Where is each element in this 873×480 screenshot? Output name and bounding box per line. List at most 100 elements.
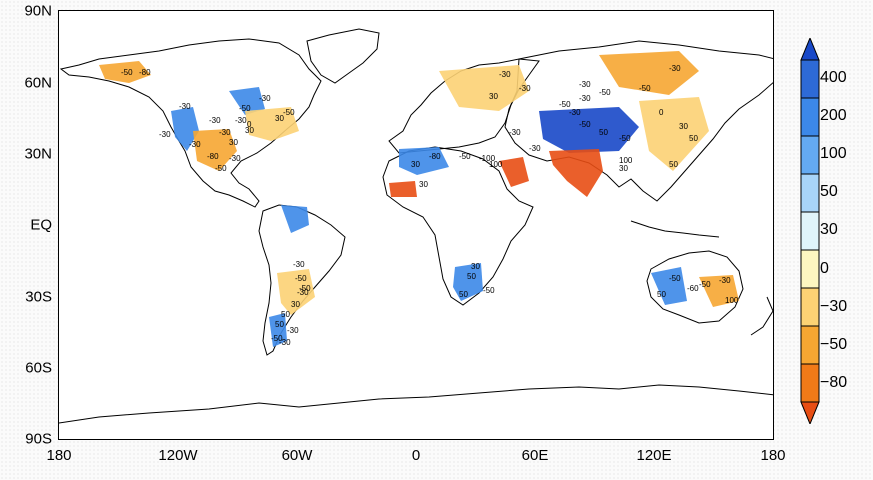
contour-label-eurasia: -30 xyxy=(529,144,541,153)
contour-label-eurasia: 50 xyxy=(599,128,608,137)
lat-label-60s: 60S xyxy=(25,359,52,377)
africa-west-negative xyxy=(389,181,417,197)
contour-label-eurasia: 30 xyxy=(619,164,628,173)
contour-label-eurasia: 30 xyxy=(679,122,688,131)
contour-label-south-america: -50 xyxy=(295,274,307,283)
contour-label-south-america: -30 xyxy=(279,338,291,347)
colorbar-label-50: 50 xyxy=(820,183,838,200)
contour-label-north-america: -80 xyxy=(207,152,219,161)
contour-label-north-america: -30 xyxy=(235,116,247,125)
colorbar-top-arrow xyxy=(800,38,820,61)
australia-east-negative xyxy=(699,275,739,307)
contour-label-africa: 50 xyxy=(459,290,468,299)
contour-label-north-america: 30 xyxy=(229,138,238,147)
contour-label-north-america: -50 xyxy=(283,108,295,117)
contour-label-north-america: -80 xyxy=(139,68,151,77)
contour-label-north-america: -30 xyxy=(259,94,271,103)
contour-label-north-america: -30 xyxy=(209,116,221,125)
contour-label-eurasia: -50 xyxy=(579,120,591,129)
antarctica-coastline xyxy=(59,384,773,424)
contour-label-eurasia: -50 xyxy=(619,134,631,143)
lon-label-120w: 120W xyxy=(158,447,198,464)
contour-label-australia: 100 xyxy=(725,296,739,305)
europe-coastline xyxy=(388,58,540,154)
contour-label-eurasia: -50 xyxy=(559,100,571,109)
na-west-positive xyxy=(171,107,199,151)
contour-label-eurasia: 0 xyxy=(659,108,664,117)
na-alaska-negative xyxy=(99,61,151,83)
colorbar-label-200: 200 xyxy=(820,107,847,124)
colorbar-frame xyxy=(800,59,820,403)
greenland-coastline xyxy=(306,28,380,84)
australia-west-positive xyxy=(651,267,687,305)
colorbar-label-30: 30 xyxy=(820,221,838,238)
contour-label-north-america: -50 xyxy=(239,104,251,113)
contour-label-africa: 30 xyxy=(471,262,480,271)
colorbar-segment xyxy=(800,211,820,251)
contour-label-africa: 30 xyxy=(419,180,428,189)
lon-label-60e: 60E xyxy=(521,447,549,464)
contour-label-north-america: -50 xyxy=(121,68,133,77)
contour-label-africa: 100 xyxy=(489,160,503,169)
sa-north-positive xyxy=(281,205,309,233)
colorbar xyxy=(800,38,820,424)
colorbar-segment xyxy=(800,249,820,289)
colorbar-label-neg50: −50 xyxy=(820,336,848,353)
lon-label-120e: 120E xyxy=(636,447,672,464)
contour-label-north-america: 0 xyxy=(247,120,252,129)
contour-label-eurasia: -30 xyxy=(569,108,581,117)
contour-label-eurasia: -30 xyxy=(499,70,511,79)
contour-label-south-america: 30 xyxy=(291,300,300,309)
na-southwest-negative xyxy=(193,129,237,171)
contour-label-north-america: -30 xyxy=(219,128,231,137)
contour-label-eurasia: 100 xyxy=(619,156,633,165)
contour-label-north-america: -30 xyxy=(179,102,191,111)
na-canada-positive xyxy=(229,87,265,115)
lat-label-30n: 30N xyxy=(24,145,52,163)
lat-label-90s: 90S xyxy=(25,430,52,448)
colorbar-segment xyxy=(800,135,820,175)
contour-label-north-america: -30 xyxy=(159,130,171,139)
contour-label-australia: -50 xyxy=(669,274,681,283)
colorbar-label-neg80: −80 xyxy=(820,374,848,391)
contour-label-australia: -30 xyxy=(719,276,731,285)
arabia-negative xyxy=(499,157,529,187)
contour-label-eurasia: 30 xyxy=(489,92,498,101)
contour-label-south-america: -30 xyxy=(287,326,299,335)
contour-label-africa: 30 xyxy=(411,160,420,169)
colorbar-segment xyxy=(800,363,820,403)
contour-label-australia: -50 xyxy=(699,280,711,289)
south-america-coastline xyxy=(258,204,346,356)
contour-label-eurasia: -30 xyxy=(579,94,591,103)
contour-label-eurasia: -30 xyxy=(579,80,591,89)
contour-label-north-america: 30 xyxy=(245,126,254,135)
contour-label-eurasia: -30 xyxy=(509,128,521,137)
sa-south-positive xyxy=(269,313,287,347)
new-zealand-coastline xyxy=(750,296,773,336)
colorbar-segment xyxy=(800,325,820,365)
lat-label-60n: 60N xyxy=(24,74,52,92)
indonesia-coastline xyxy=(630,220,720,238)
contour-label-south-america: -30 xyxy=(297,288,309,297)
contour-label-south-america: -50 xyxy=(271,334,283,343)
east-asia-light xyxy=(639,97,709,171)
lon-label-180e: 180 xyxy=(760,447,786,464)
contour-label-south-america: -50 xyxy=(299,284,311,293)
colorbar-label-neg30: −30 xyxy=(820,298,848,315)
contour-label-eurasia: 50 xyxy=(689,134,698,143)
map-panel: -80 -50 -30 -30 -50 -30 -30 -80 -50 30 30 -30 30 0 -50… xyxy=(58,10,774,440)
contour-label-eurasia: 50 xyxy=(669,160,678,169)
contour-label-north-america: -50 xyxy=(215,164,227,173)
india-negative xyxy=(549,149,603,197)
europe-light-negative xyxy=(439,65,529,111)
africa-coastline xyxy=(382,146,534,306)
lon-label-180w: 180 xyxy=(46,447,72,464)
shaded-anomaly-regions xyxy=(99,51,739,347)
colorbar-label-100: 100 xyxy=(820,145,847,162)
lon-label-60w: 60W xyxy=(281,447,313,464)
colorbar-segment xyxy=(800,287,820,327)
na-east-light xyxy=(245,107,299,141)
asia-coastline xyxy=(504,40,773,202)
lat-label-30s: 30S xyxy=(25,288,52,306)
contour-label-south-america: 50 xyxy=(275,320,284,329)
